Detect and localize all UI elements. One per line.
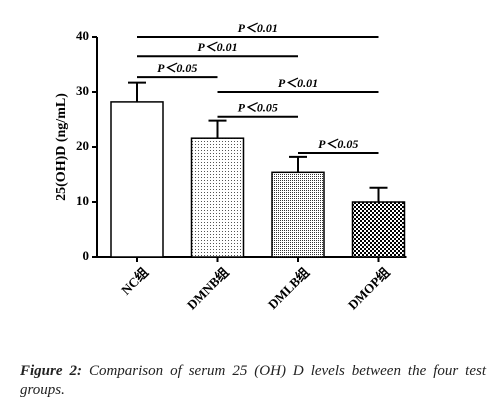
- chart: 25(OH)D (ng/mL) 0 10 20 30 40 NC组 DMNB组 DMLB组 DM…: [54, 21, 407, 313]
- bar: [190, 137, 245, 258]
- bar: [351, 201, 406, 258]
- significance-label: P＜0.01: [278, 76, 318, 90]
- significance-label: P＜0.05: [157, 61, 197, 75]
- caption-label: Figure 2:: [20, 363, 82, 379]
- y-tick-label: 40: [76, 28, 89, 43]
- x-tick-label: DMOP组: [345, 265, 393, 313]
- significance-label: P＜0.01: [238, 21, 278, 35]
- x-tick-label: DMLB组: [265, 265, 312, 312]
- x-tick-label: NC组: [118, 265, 151, 298]
- significance-label: P＜0.05: [238, 101, 278, 115]
- bar: [110, 101, 164, 258]
- y-axis-label: 25(OH)D (ng/mL): [54, 93, 69, 201]
- y-tick-label: 0: [83, 248, 90, 263]
- caption: Figure 2: Comparison of serum 25 (OH) D …: [20, 362, 486, 400]
- y-tick-label: 30: [76, 83, 89, 98]
- bar: [271, 171, 325, 258]
- significance-label: P＜0.05: [318, 137, 358, 151]
- x-tick-label: DMNB组: [184, 265, 232, 313]
- y-tick-label: 20: [76, 138, 89, 153]
- y-tick-label: 10: [76, 193, 89, 208]
- significance-label: P＜0.01: [197, 40, 237, 54]
- caption-text: Comparison of serum 25 (OH) D levels bet…: [20, 363, 486, 398]
